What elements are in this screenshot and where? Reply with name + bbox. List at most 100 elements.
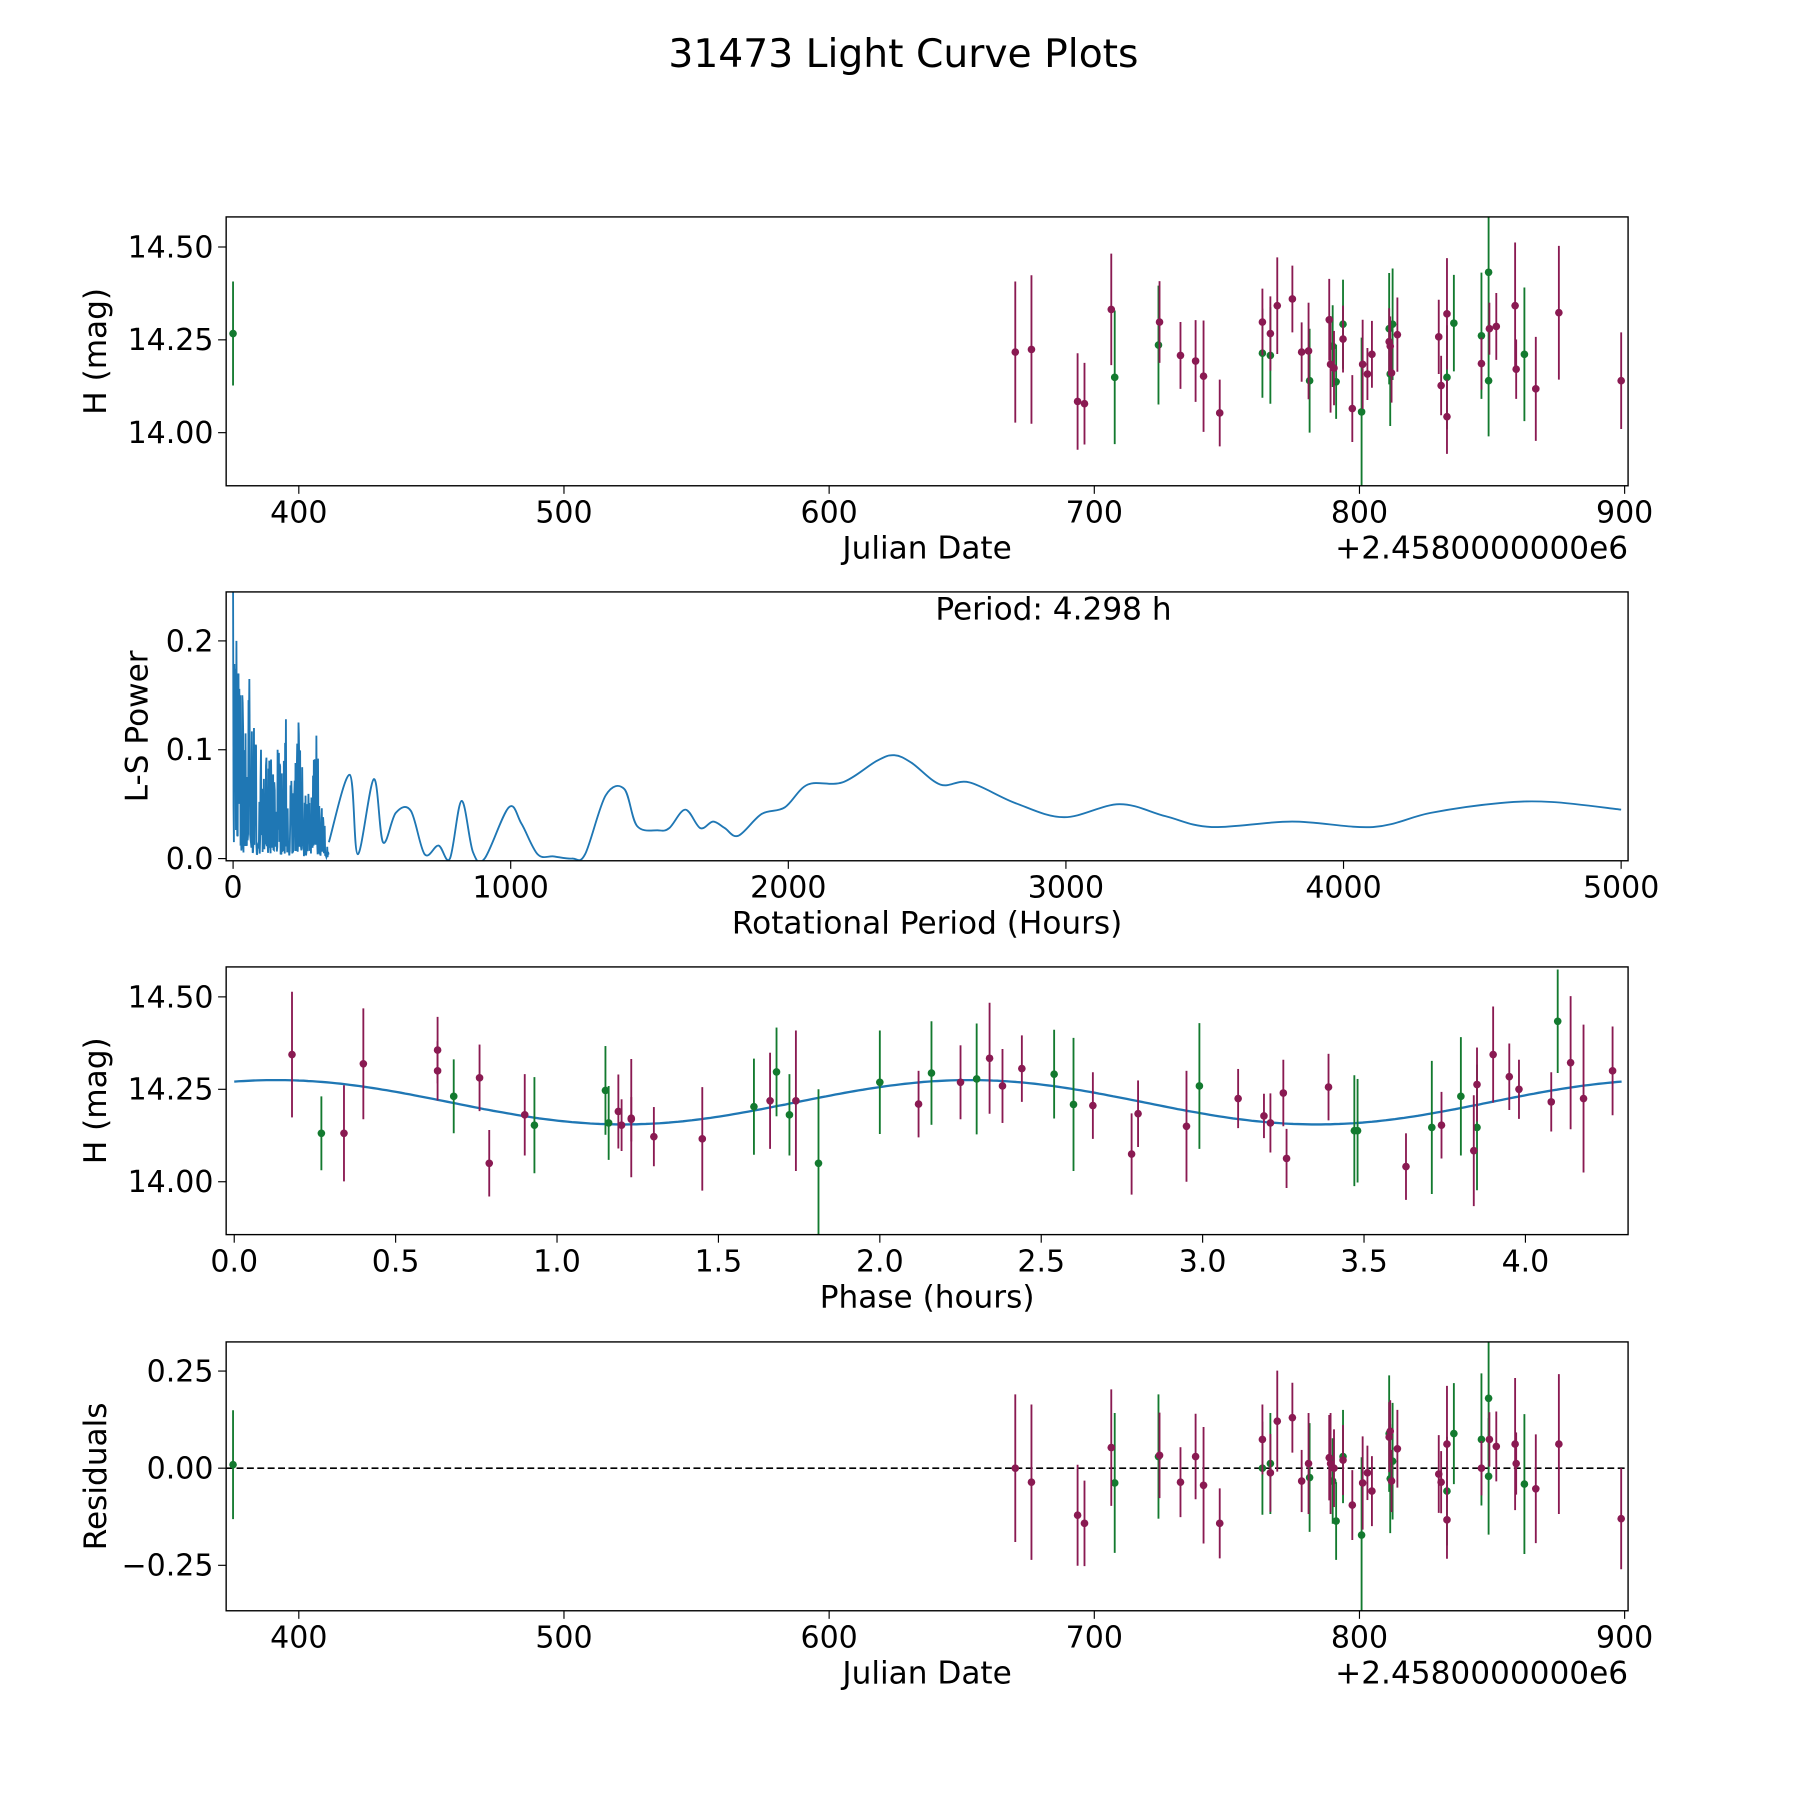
data-point <box>1437 1478 1445 1486</box>
data-point <box>1368 1487 1376 1495</box>
panel-2: 0 1000 2000 3000 4000 5000 0.0 0.1 0.2 Rotational… <box>120 591 1659 941</box>
data-point <box>1155 1451 1164 1460</box>
y-tick-label: 14.50 <box>128 980 214 1015</box>
data-point <box>1393 1444 1402 1453</box>
data-point <box>1553 1017 1562 1026</box>
data-point <box>1566 1058 1575 1067</box>
data-point <box>1191 357 1200 365</box>
data-point <box>617 1121 626 1129</box>
data-point <box>1357 1531 1366 1539</box>
data-point <box>1110 1479 1119 1487</box>
x-tick-label: 4.0 <box>1502 1245 1550 1280</box>
data-point <box>1511 1440 1519 1448</box>
data-point <box>1297 348 1306 356</box>
data-point <box>772 1068 781 1076</box>
data-point <box>1555 308 1563 317</box>
data-point <box>1492 322 1501 331</box>
x-tick-label: 0.5 <box>372 1245 420 1280</box>
data-point <box>1368 350 1376 359</box>
data-point <box>1110 373 1119 382</box>
data-point <box>1288 295 1297 303</box>
y-tick-label: 0.00 <box>147 1452 214 1487</box>
data-point <box>1027 345 1036 354</box>
data-point <box>1324 1083 1333 1091</box>
data-point <box>914 1100 923 1108</box>
data-point <box>485 1159 494 1168</box>
data-point <box>1348 1501 1357 1509</box>
data-point <box>1477 1435 1486 1444</box>
data-point <box>1515 1085 1523 1094</box>
data-point <box>1492 1442 1501 1451</box>
data-point <box>1489 1050 1497 1059</box>
data-point <box>1069 1100 1078 1109</box>
x-axis-label: Julian Date <box>840 1655 1011 1691</box>
data-point <box>1339 1456 1347 1464</box>
data-point <box>530 1121 539 1129</box>
data-point <box>1080 399 1089 408</box>
x-axis-label: Julian Date <box>840 530 1011 566</box>
data-point <box>1457 1092 1465 1101</box>
data-series <box>288 991 1617 1207</box>
data-series <box>1011 1370 1625 1570</box>
x-tick-label: 700 <box>1066 1621 1123 1656</box>
data-point <box>1547 1098 1556 1106</box>
x-tick-label: 3.5 <box>1340 1245 1388 1280</box>
x-tick-label: 0.0 <box>210 1245 258 1280</box>
x-tick-label: 700 <box>1066 496 1123 531</box>
data-point <box>1348 404 1357 413</box>
y-axis-label: H (mag) <box>78 288 114 415</box>
data-point <box>1512 1459 1520 1468</box>
data-point <box>449 1092 458 1101</box>
data-point <box>998 1082 1007 1090</box>
data-point <box>1191 1452 1200 1461</box>
data-point <box>601 1086 610 1095</box>
data-point <box>1134 1109 1142 1118</box>
data-point <box>1450 1429 1458 1438</box>
data-point <box>1266 1469 1275 1477</box>
data-point <box>1473 1123 1481 1132</box>
data-point <box>1386 1427 1395 1436</box>
data-point <box>1485 324 1494 333</box>
x-tick-label: 500 <box>535 1621 592 1656</box>
data-point <box>1617 1514 1625 1523</box>
data-point <box>1437 1121 1446 1129</box>
data-point <box>1387 1477 1396 1485</box>
x-tick-label: 500 <box>535 496 592 531</box>
data-point <box>1512 365 1520 373</box>
x-tick-label: 600 <box>801 1621 858 1656</box>
y-tick-label: 14.00 <box>128 416 214 451</box>
y-tick-label: 14.50 <box>128 230 214 265</box>
panel-1: 400 500 600 700 800 900 14.00 14.25 14.50 Julian … <box>78 216 1653 566</box>
periodogram-curve <box>327 754 1622 861</box>
y-tick-label: 14.00 <box>128 1165 214 1200</box>
data-point <box>1305 376 1314 385</box>
data-point <box>1266 329 1275 338</box>
axes-frame <box>225 966 1629 1236</box>
data-point <box>1520 1480 1529 1488</box>
y-tick-label: 0.0 <box>166 842 214 877</box>
data-point <box>1608 1067 1617 1075</box>
data-point <box>1443 1440 1451 1448</box>
data-point <box>433 1067 442 1075</box>
x-tick-label: 0 <box>224 871 243 906</box>
data-point <box>1155 318 1164 326</box>
y-tick-label: −0.25 <box>122 1549 214 1584</box>
x-tick-label: 600 <box>801 496 858 531</box>
data-point <box>1443 373 1451 382</box>
x-tick-label: 900 <box>1596 1621 1653 1656</box>
periodogram-spikes <box>232 591 330 861</box>
data-point <box>1357 408 1366 416</box>
data-point <box>1386 342 1395 350</box>
data-point <box>1437 381 1445 390</box>
data-point <box>317 1129 326 1138</box>
data-point <box>1485 1435 1494 1444</box>
data-point <box>876 1078 884 1087</box>
data-point <box>1511 301 1519 310</box>
data-point <box>956 1078 965 1087</box>
data-point <box>1520 350 1529 359</box>
y-tick-label: 0.2 <box>166 624 214 659</box>
y-axis-label: Residuals <box>78 1402 114 1550</box>
data-point <box>1505 1072 1514 1081</box>
data-point <box>1182 1122 1191 1131</box>
data-point <box>1363 1469 1372 1477</box>
